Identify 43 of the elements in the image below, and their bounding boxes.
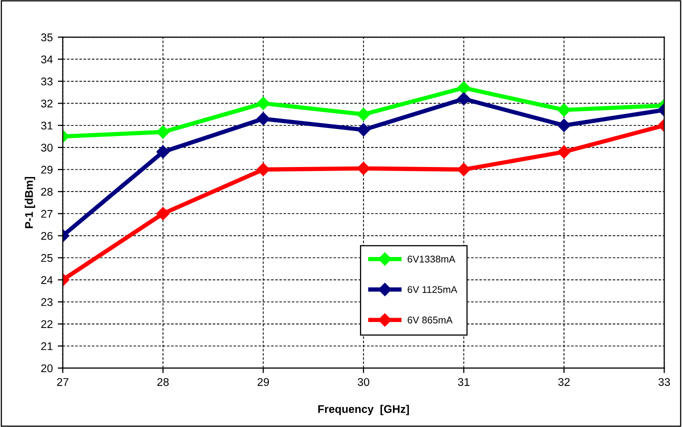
- point: [256, 162, 270, 176]
- point: [256, 112, 270, 126]
- legend-label: 6V1338mA: [408, 256, 456, 263]
- y-tick-label: 24: [41, 276, 53, 284]
- y-tick-label: 30: [41, 144, 53, 152]
- point: [356, 123, 370, 136]
- x-tick-label: 32: [558, 378, 570, 386]
- point: [457, 162, 470, 176]
- point: [457, 92, 470, 106]
- point: [457, 81, 470, 94]
- x-tick-label: 31: [458, 378, 470, 386]
- x-axis-title: Frequency [GHz]: [318, 404, 409, 416]
- point: [557, 103, 571, 117]
- y-tick-label: 32: [41, 100, 52, 108]
- x-tick-label: 30: [358, 378, 370, 386]
- y-tick-label: 25: [41, 254, 53, 262]
- legend-label: 6V 865mA: [408, 316, 453, 324]
- legend-label: 6V 1125mA: [408, 286, 458, 293]
- point: [156, 125, 170, 139]
- x-tick-label: 27: [57, 378, 68, 386]
- y-tick-label: 20: [41, 364, 53, 372]
- y-tick-label: 29: [41, 166, 52, 174]
- y-tick-label: 31: [41, 122, 52, 130]
- y-tick-label: 27: [41, 210, 52, 218]
- x-tick-label: 33: [658, 378, 670, 386]
- y-tick-label: 23: [41, 298, 53, 306]
- y-tick-label: 35: [41, 33, 53, 42]
- y-tick-label: 26: [41, 232, 53, 240]
- point: [256, 96, 270, 110]
- y-axis-title: P-1 [dBm]: [24, 177, 36, 228]
- y-tick-label: 28: [41, 188, 53, 196]
- y-tick-label: 34: [41, 55, 53, 64]
- point: [557, 145, 571, 158]
- y-tick-label: 21: [41, 342, 52, 350]
- point: [557, 118, 571, 132]
- point: [356, 108, 370, 121]
- point: [156, 207, 170, 220]
- y-tick-label: 22: [41, 320, 52, 328]
- point: [356, 162, 370, 176]
- point: [156, 145, 170, 158]
- x-tick-label: 28: [157, 378, 169, 386]
- y-tick-label: 33: [41, 78, 53, 86]
- x-tick-label: 29: [258, 378, 269, 386]
